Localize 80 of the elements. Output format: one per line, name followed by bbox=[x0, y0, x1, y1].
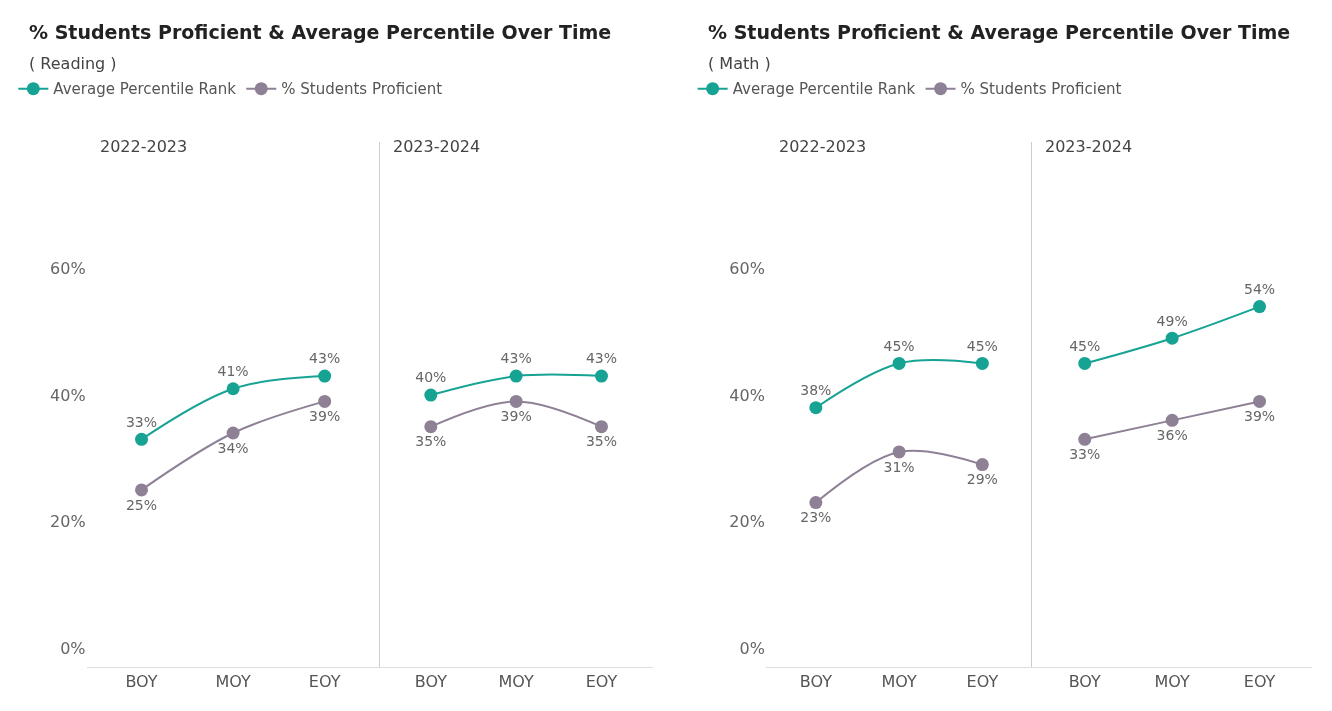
point bbox=[135, 483, 149, 497]
y-tick-label: 60% bbox=[729, 259, 765, 279]
data-label: 45% bbox=[966, 337, 998, 354]
point bbox=[809, 496, 823, 510]
x-tick-label: EOY bbox=[966, 672, 999, 692]
point bbox=[1253, 300, 1267, 314]
y-tick-label: 0% bbox=[60, 638, 86, 658]
y-tick-label: 0% bbox=[739, 638, 765, 658]
point bbox=[809, 401, 823, 415]
x-tick-label: BOY bbox=[799, 672, 833, 692]
point bbox=[975, 458, 989, 472]
data-label: 43% bbox=[309, 350, 341, 367]
data-label: 45% bbox=[1069, 337, 1101, 354]
data-label: 49% bbox=[1156, 312, 1188, 329]
data-label: 36% bbox=[1156, 426, 1188, 443]
point bbox=[975, 356, 989, 370]
x-tick-label: EOY bbox=[1243, 672, 1276, 692]
point bbox=[135, 432, 149, 446]
point bbox=[1078, 356, 1092, 370]
x-tick-label: MOY bbox=[215, 672, 251, 692]
point bbox=[1165, 413, 1179, 427]
data-label: 41% bbox=[217, 363, 249, 380]
point bbox=[509, 394, 523, 408]
data-label: 33% bbox=[125, 413, 158, 430]
chart-title: % Students Proficient & Average Percentile Over Time bbox=[708, 21, 1291, 43]
point bbox=[424, 388, 438, 402]
x-tick-label: MOY bbox=[498, 672, 535, 692]
point bbox=[892, 445, 906, 459]
point bbox=[509, 369, 523, 383]
data-label: 39% bbox=[309, 408, 341, 425]
point bbox=[1165, 331, 1179, 345]
annotation: 2022-2023 bbox=[779, 137, 867, 156]
x-tick-label: MOY bbox=[1154, 672, 1191, 692]
chart-subtitle: ( Math ) bbox=[708, 54, 771, 73]
point bbox=[594, 420, 608, 434]
data-label: 33% bbox=[1069, 445, 1101, 462]
data-label: 45% bbox=[883, 337, 915, 354]
point bbox=[1253, 394, 1267, 408]
chart-title: % Students Proficient & Average Percentile Over Time bbox=[29, 21, 612, 43]
x-tick-label: BOY bbox=[125, 672, 158, 692]
data-label: 29% bbox=[966, 471, 998, 488]
annotation: 2022-2023 bbox=[100, 137, 188, 156]
point bbox=[318, 369, 332, 383]
data-label: 39% bbox=[500, 408, 532, 425]
y-tick-label: 40% bbox=[50, 385, 86, 405]
legend-label: % Students Proficient bbox=[281, 80, 443, 99]
legend-label: % Students Proficient bbox=[960, 80, 1122, 99]
annotation: 2023-2024 bbox=[393, 137, 481, 156]
data-label: 35% bbox=[585, 433, 618, 450]
y-tick-label: 20% bbox=[729, 512, 765, 532]
point bbox=[1078, 432, 1092, 446]
point bbox=[892, 356, 906, 370]
data-label: 43% bbox=[500, 350, 532, 367]
x-tick-label: BOY bbox=[414, 672, 448, 692]
data-label: 34% bbox=[217, 439, 249, 456]
x-tick-label: EOY bbox=[585, 672, 618, 692]
y-tick-label: 40% bbox=[729, 385, 765, 405]
point bbox=[226, 382, 240, 396]
y-tick-label: 60% bbox=[50, 259, 86, 279]
data-label: 43% bbox=[585, 350, 618, 367]
x-tick-label: MOY bbox=[881, 672, 917, 692]
chart-subtitle: ( Reading ) bbox=[29, 54, 117, 73]
point bbox=[594, 369, 608, 383]
point bbox=[424, 420, 438, 434]
data-label: 54% bbox=[1244, 280, 1276, 297]
data-label: 31% bbox=[883, 458, 915, 475]
legend-label: Average Percentile Rank bbox=[53, 80, 237, 99]
data-label: 39% bbox=[1244, 408, 1276, 425]
data-label: 23% bbox=[800, 509, 832, 526]
annotation: 2023-2024 bbox=[1045, 137, 1133, 156]
point bbox=[318, 394, 332, 408]
x-tick-label: EOY bbox=[308, 672, 341, 692]
legend-label: Average Percentile Rank bbox=[732, 80, 916, 99]
data-label: 40% bbox=[415, 369, 447, 386]
point bbox=[226, 426, 240, 440]
x-tick-label: BOY bbox=[1068, 672, 1102, 692]
data-label: 35% bbox=[415, 433, 447, 450]
data-label: 38% bbox=[800, 382, 832, 399]
y-tick-label: 20% bbox=[50, 512, 86, 532]
data-label: 25% bbox=[125, 496, 158, 513]
